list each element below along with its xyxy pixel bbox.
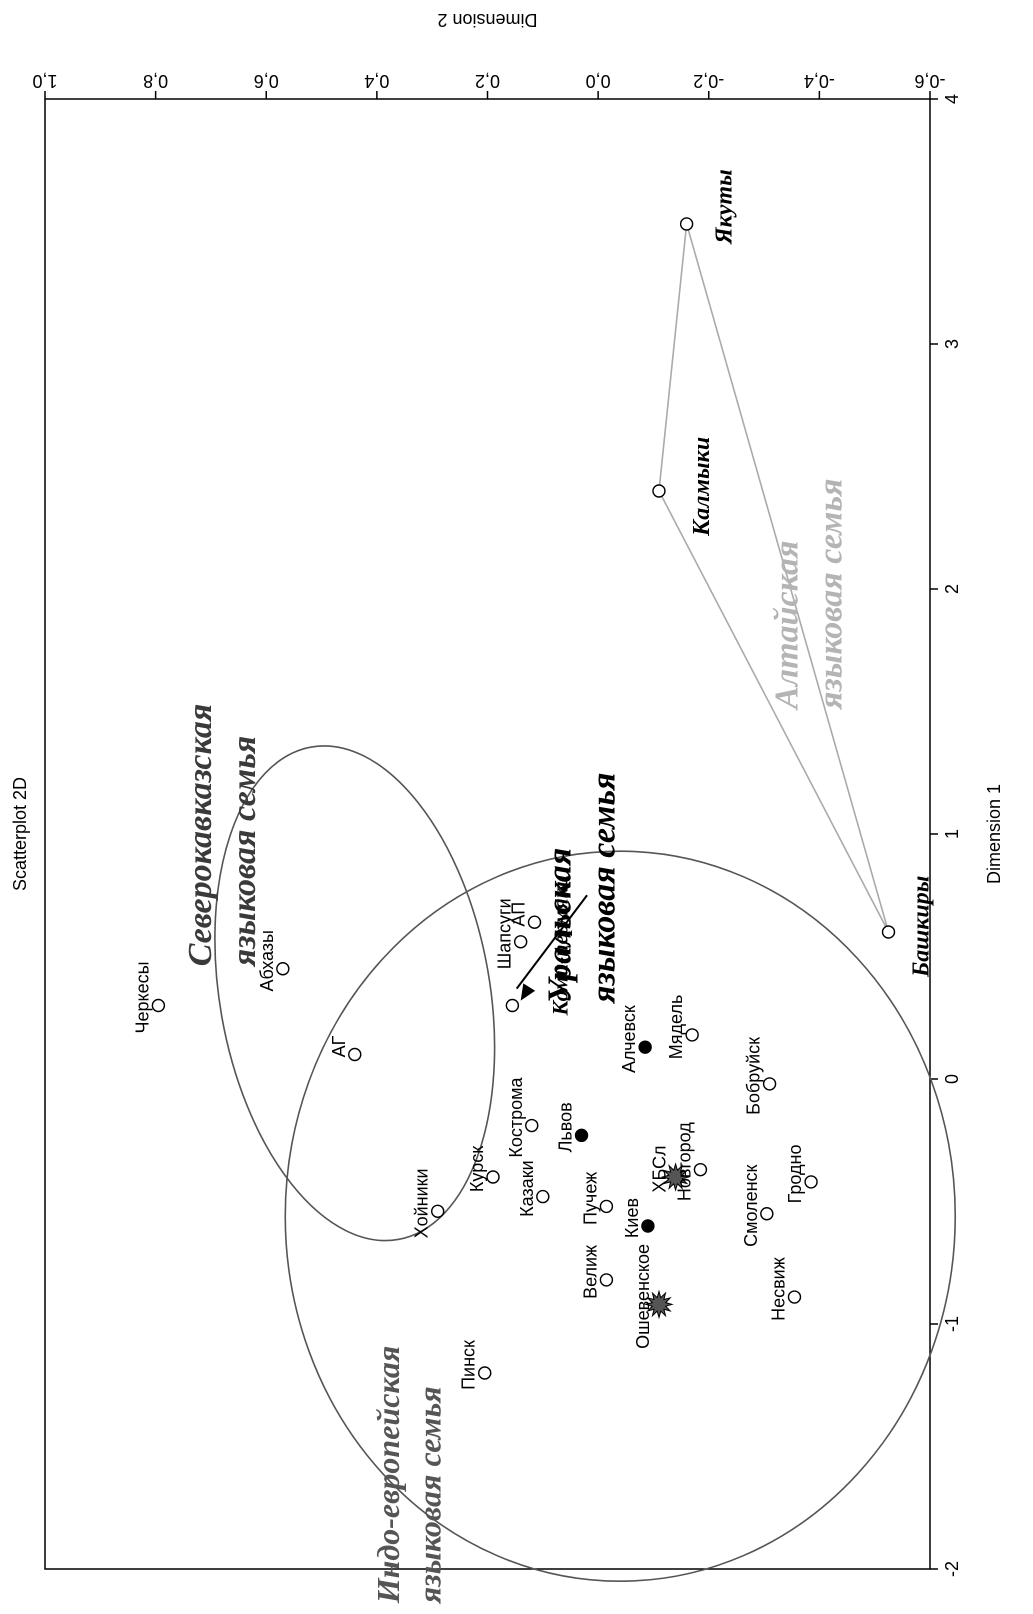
data-point (486, 1170, 500, 1184)
data-point (513, 935, 528, 949)
x-axis-ticks: -2 -1 0 1 2 3 4 (930, 94, 962, 1577)
point-label: Несвиж (768, 1257, 788, 1321)
family-group-label: Индо-европейская (370, 1346, 406, 1605)
plot-frame (44, 98, 931, 1570)
data-point (652, 484, 666, 498)
point-label: Черкесы (132, 961, 152, 1033)
data-point (679, 217, 694, 231)
y-axis-label: Dimension 2 (437, 10, 537, 30)
point-label: Киев (622, 1198, 642, 1238)
data-point (760, 1207, 774, 1221)
point-label: Бобруйск (744, 1037, 764, 1115)
data-point (638, 1040, 652, 1054)
family-group-label: Алтайская (768, 541, 805, 711)
point-label: Смоленск (741, 1164, 761, 1246)
uralic-arrowhead (520, 983, 536, 1001)
data-points (151, 217, 896, 1380)
family-point-label: Калмыки (689, 437, 715, 537)
data-point (787, 1290, 802, 1304)
point-label: Абхазы (257, 930, 277, 992)
data-point (276, 962, 290, 976)
data-point (151, 998, 166, 1013)
point-label: ХБСл (650, 1145, 670, 1192)
family-group-label: языковая семья (412, 1386, 448, 1604)
y-tick-label: -0,6 (914, 71, 945, 91)
uralic-arrow (515, 894, 588, 990)
x-tick-label: -2 (942, 1561, 962, 1577)
data-point (348, 1047, 362, 1062)
point-label: АГ (329, 1035, 349, 1057)
y-tick-label: 0,6 (254, 71, 279, 91)
point-label: Казаки (517, 1160, 537, 1217)
y-tick-label: -0,2 (693, 71, 724, 91)
x-tick-label: 2 (942, 584, 962, 594)
indo-european-group-outline (284, 850, 957, 1583)
family-point-label: Якуты (712, 169, 738, 245)
point-label: Шапсуги (495, 898, 515, 969)
family-point-label: Башкиры (909, 876, 935, 978)
chart-title: Scatterplot 2D (10, 777, 30, 891)
rotated-plot: Scatterplot 2D Dimension 1 Dimension 2 -… (10, 10, 1004, 1604)
data-point (478, 1366, 492, 1380)
data-point (536, 1189, 550, 1204)
caucasus-group-outline (214, 745, 496, 1242)
point-label: Кострома (506, 1076, 526, 1157)
data-point (431, 1204, 445, 1218)
x-tick-label: 3 (942, 339, 962, 349)
x-tick-label: 0 (942, 1074, 962, 1084)
data-point (762, 1077, 777, 1091)
data-point (693, 1162, 708, 1177)
point-label: Курск (467, 1146, 487, 1192)
point-label: Гродно (785, 1144, 805, 1203)
data-point (525, 1118, 539, 1133)
data-point (599, 1273, 614, 1287)
y-tick-label: 0,2 (475, 71, 500, 91)
y-tick-label: 0,4 (364, 71, 389, 91)
point-label: Велиж (580, 1245, 600, 1299)
family-group-label: языковая семья (226, 736, 263, 969)
point-label: Хойники (412, 1168, 432, 1238)
point-label: Львов (556, 1102, 576, 1152)
data-point (641, 1219, 655, 1233)
data-point (574, 1128, 589, 1143)
x-tick-label: 1 (942, 829, 962, 839)
data-point (599, 1199, 614, 1214)
y-tick-label: -0,4 (804, 71, 835, 91)
point-label: Пинск (459, 1340, 479, 1390)
family-group-label: Уральская (541, 848, 578, 1003)
x-axis-label: Dimension 1 (984, 784, 1004, 884)
point-label: Пучеж (580, 1172, 600, 1225)
data-point-star (660, 1162, 691, 1192)
point-label: Новгород (674, 1122, 694, 1201)
family-labels: Якуты Калмыки Башкиры Коми-пермяки Алтайская… (182, 169, 935, 1604)
family-group-label: языковая семья (812, 478, 849, 711)
family-group-label: Северокавказская (182, 704, 219, 967)
altai-group-outline (658, 223, 890, 933)
data-point (881, 925, 896, 939)
x-tick-label: 4 (942, 94, 962, 104)
family-point-label: Коми-пермяки (547, 875, 572, 1017)
data-point (685, 1028, 699, 1042)
data-point (527, 915, 542, 929)
y-axis-ticks: 1,0 0,8 0,6 0,4 0,2 0,0 -0,2 -0,4 -0,6 (32, 71, 946, 99)
family-group-label: языковая семья (586, 772, 623, 1005)
y-tick-label: 0,8 (143, 71, 168, 91)
y-tick-label: 1,0 (32, 71, 57, 91)
data-point (804, 1175, 818, 1189)
x-tick-label: -1 (942, 1316, 962, 1332)
point-label: Мядель (666, 995, 686, 1060)
point-label: Ошевенское (633, 1244, 653, 1349)
data-point-star (644, 1289, 674, 1320)
point-label: Алчевск (619, 1005, 639, 1073)
data-point (505, 998, 520, 1013)
point-label: АП (509, 902, 529, 927)
y-tick-label: 0,0 (586, 71, 611, 91)
